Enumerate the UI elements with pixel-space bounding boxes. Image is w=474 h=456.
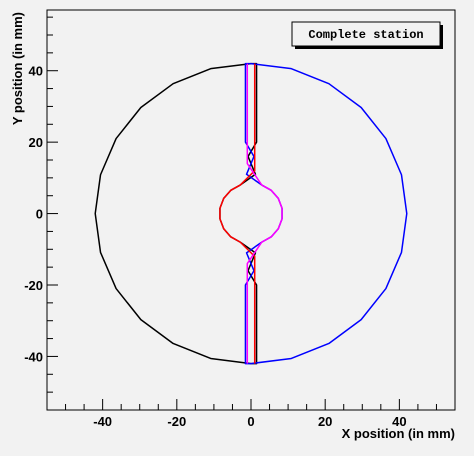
y-tick-label: 40 [29,64,43,79]
y-tick-label: 0 [36,207,43,222]
y-tick-label: -20 [24,278,43,293]
x-tick-label: -20 [167,414,186,429]
y-tick-label: -40 [24,349,43,364]
y-tick-label: 20 [29,135,43,150]
x-tick-label: 40 [392,414,406,429]
x-tick-label: -40 [93,414,112,429]
chart-title: Complete station [308,28,423,42]
x-tick-label: 0 [247,414,254,429]
series-line [246,63,283,364]
x-axis-label: X position (in mm) [342,426,455,441]
y-axis-label: Y position (in mm) [10,12,25,125]
title-box [291,21,441,47]
series-line [219,63,256,364]
x-tick-label: 20 [318,414,332,429]
series-line [244,62,408,365]
